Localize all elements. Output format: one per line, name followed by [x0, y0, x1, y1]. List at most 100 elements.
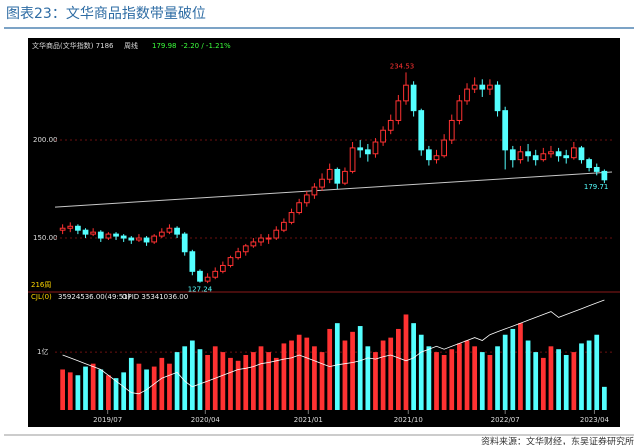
symbol: 文华商品(文华指数) 7186	[32, 41, 114, 50]
candle-body	[372, 141, 379, 155]
candle-body	[296, 202, 303, 214]
volume-bar	[98, 369, 104, 410]
candle-body	[487, 84, 493, 90]
volume-bar	[327, 328, 333, 410]
candle-body	[540, 153, 547, 161]
y-tick-label: 200.00	[33, 136, 58, 144]
volume-bar	[479, 352, 485, 410]
volume-bar	[388, 337, 394, 410]
candle-body	[570, 147, 577, 159]
volume-bar	[594, 334, 600, 410]
candle-body	[395, 100, 402, 121]
candle-body	[158, 231, 165, 237]
candle-body	[471, 84, 478, 90]
volume-bar	[556, 349, 561, 410]
volume-bar	[449, 349, 455, 410]
candle-body	[349, 147, 356, 172]
volume-bar	[525, 340, 531, 410]
candle-body	[509, 149, 516, 161]
volume-bar	[189, 340, 195, 410]
candle-body	[387, 119, 394, 131]
volume-bar	[258, 346, 264, 410]
candle-body	[242, 245, 249, 253]
chart-title: 图表23：文华商品指数带量破位	[6, 6, 206, 22]
volume-bar	[319, 352, 325, 410]
period: 周线	[124, 41, 138, 50]
oi-readout: OPID 35341036.00	[122, 293, 188, 301]
volume-bar	[586, 340, 592, 410]
candle-body	[212, 270, 219, 278]
last-price: 179.98	[152, 42, 177, 50]
volume-bar	[273, 357, 279, 410]
source-note: 资料来源：文华财经，东吴证券研究所	[481, 436, 634, 445]
volume-bar	[151, 366, 157, 410]
candle-body	[502, 110, 509, 151]
candle-body	[601, 170, 608, 181]
volume-bar	[540, 357, 546, 410]
candle-body	[517, 151, 524, 161]
volume-bar	[136, 363, 142, 410]
volume-bar	[418, 334, 424, 410]
volume-bar	[251, 352, 256, 410]
candle-body	[433, 155, 440, 161]
candle-body	[82, 229, 89, 235]
volume-bar	[106, 375, 111, 410]
volume-bar	[411, 323, 416, 410]
candle-body	[319, 178, 325, 188]
x-tick-label: 2021/10	[394, 416, 423, 424]
candle-body	[403, 84, 409, 102]
candle-body	[166, 227, 173, 233]
volume-bar	[426, 346, 432, 410]
volume-bar	[228, 357, 233, 410]
volume-bar	[75, 375, 81, 410]
bar-count: 216周	[31, 281, 51, 289]
volume-bar	[128, 357, 134, 410]
volume-bar	[289, 340, 294, 410]
candle-body	[441, 139, 448, 157]
volume-bar	[380, 340, 386, 410]
candle-body	[174, 227, 180, 235]
volume-bar	[90, 363, 96, 410]
candle-body	[128, 237, 135, 241]
x-tick-label: 2022/07	[491, 416, 520, 424]
candle-body	[151, 235, 158, 243]
volume-bar	[197, 349, 203, 410]
candle-body	[326, 168, 333, 180]
volume-bar	[441, 355, 447, 410]
high-label: 234.53	[390, 62, 415, 70]
candle-body	[281, 221, 287, 231]
candle-body	[235, 251, 241, 259]
price-change: -2.20 / -1.21%	[181, 42, 231, 50]
candle-body	[189, 251, 196, 272]
volume-bar	[220, 352, 226, 410]
volume-bar	[174, 352, 180, 410]
candle-body	[464, 88, 470, 102]
candle-body	[273, 229, 280, 239]
low-label: 127.24	[188, 286, 213, 294]
volume-bar	[502, 334, 508, 410]
candle-body	[448, 119, 455, 141]
volume-bar	[373, 352, 378, 410]
candle-body	[357, 147, 364, 151]
volume-bar	[304, 337, 310, 410]
candle-body	[548, 151, 554, 155]
candle-body	[219, 264, 226, 272]
volume-bar	[334, 323, 340, 410]
volume-bar	[312, 346, 317, 410]
volume-bar	[403, 314, 409, 410]
candle-body	[265, 237, 272, 240]
candle-body	[532, 155, 539, 161]
candle-body	[334, 168, 341, 184]
candle-body	[303, 194, 310, 204]
x-tick-label: 2020/04	[191, 416, 221, 424]
volume-bar	[602, 386, 607, 410]
candle-body	[456, 100, 463, 121]
trendline	[54, 171, 613, 208]
volume-label: CJL(0)	[31, 293, 52, 301]
volume-tick-label: 1亿	[37, 347, 48, 356]
candle-body	[67, 225, 74, 229]
candle-body	[250, 241, 257, 247]
volume-bar	[113, 378, 119, 410]
